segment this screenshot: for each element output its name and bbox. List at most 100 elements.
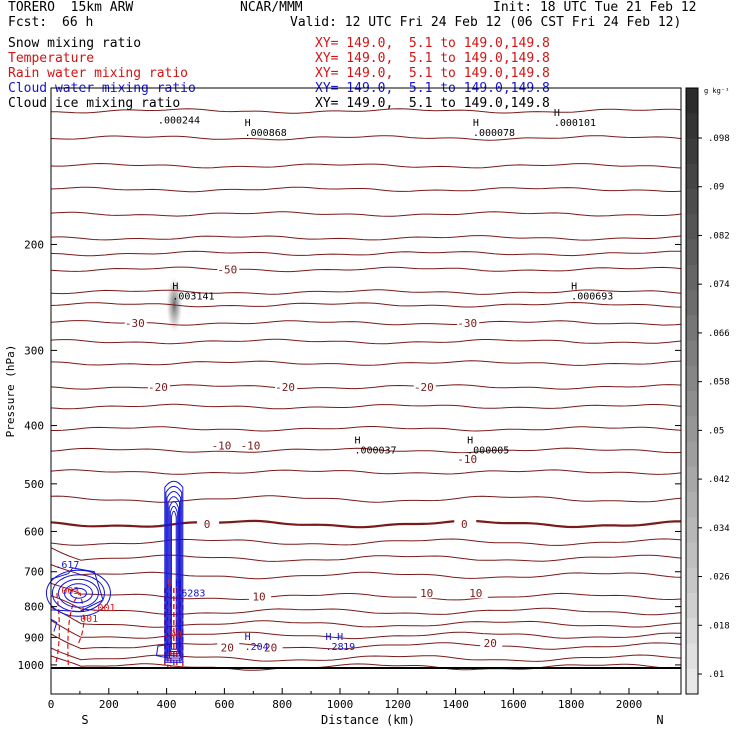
isotherm-label-bg bbox=[124, 316, 147, 328]
valid-time: Valid: 12 UTC Fri 24 Feb 12 (06 CST Fri … bbox=[290, 15, 682, 30]
isotherm-label-m10: -10 bbox=[457, 453, 477, 466]
isotherm-label-bg bbox=[465, 587, 488, 599]
colorbar-label: .066 bbox=[708, 329, 730, 339]
isotherm-815 bbox=[50, 595, 682, 616]
isotherm-label-20: 20 bbox=[221, 642, 234, 655]
field-xy-rain: XY= 149.0, 5.1 to 149.0,149.8 bbox=[315, 66, 550, 81]
isotherm-440 bbox=[50, 447, 682, 454]
field-xy-temperature: XY= 149.0, 5.1 to 149.0,149.8 bbox=[315, 51, 550, 66]
x-tick-label: 400 bbox=[157, 698, 177, 711]
y-tick-label: 1000 bbox=[18, 659, 45, 672]
colorbar-swatch bbox=[686, 618, 698, 644]
colorbar-swatch bbox=[686, 264, 698, 291]
max-value-6: .000101 bbox=[554, 118, 596, 129]
colorbar-label: .058 bbox=[708, 378, 730, 388]
colorbar-swatch bbox=[686, 290, 698, 316]
fcst-label: Fcst: bbox=[8, 15, 48, 30]
isotherm-label-bg bbox=[217, 641, 240, 653]
isotherm-label-10: 10 bbox=[469, 587, 482, 600]
max-value-4: .000005 bbox=[467, 445, 509, 456]
isotherm-label-bg bbox=[240, 439, 263, 451]
isotherm-label-bg bbox=[211, 439, 234, 451]
max-value-9: .28 bbox=[326, 642, 344, 653]
y-tick-label: 900 bbox=[24, 631, 44, 644]
y-tick-label: 800 bbox=[24, 601, 44, 614]
colorbar-swatch bbox=[686, 416, 698, 442]
colorbar-label: .018 bbox=[708, 621, 730, 631]
isotherm-label-m20: -20 bbox=[275, 381, 295, 394]
colorbar-swatch bbox=[686, 593, 698, 619]
cloud-water-contour bbox=[165, 485, 183, 661]
isotherm-label-0: 0 bbox=[204, 518, 211, 531]
max-marker-0: H bbox=[172, 282, 178, 293]
isotherm-label-m30: -30 bbox=[125, 317, 145, 330]
colorbar-swatch bbox=[686, 315, 698, 341]
x-tick-label: 1800 bbox=[558, 698, 585, 711]
isotherm-195 bbox=[50, 235, 682, 241]
max-marker-6: H bbox=[554, 108, 560, 119]
cloud-water-cluster bbox=[45, 569, 111, 617]
max-value-13: .003 bbox=[55, 586, 79, 597]
max-value-10: .19 bbox=[337, 642, 355, 653]
isotherm-270 bbox=[50, 320, 682, 326]
isotherm-930 bbox=[50, 633, 682, 650]
cloud-water-contour bbox=[167, 496, 181, 657]
colorbar-label: .082 bbox=[708, 231, 730, 241]
max-marker-11: H bbox=[175, 579, 181, 590]
colorbar-frame bbox=[685, 87, 699, 695]
colorbar-swatch bbox=[686, 113, 698, 139]
init-time: Init: 18 UTC Tue 21 Feb 12 bbox=[493, 0, 697, 15]
cloud-water-low bbox=[155, 643, 170, 659]
isotherm-405 bbox=[51, 426, 682, 432]
rain-contour-edge bbox=[54, 593, 60, 666]
contour-label-layer: -50 -30 -30 -20 -20 -20 -10 -10 -10 0 0 10 10 10 20 20 2… bbox=[55, 108, 613, 655]
isotherm-855 bbox=[50, 606, 682, 628]
isotherm-120 bbox=[50, 108, 682, 114]
isotherm-label-m20: -20 bbox=[414, 381, 434, 394]
colorbar-unit: g kg⁻¹ bbox=[704, 87, 729, 95]
isotherm-label-bg bbox=[457, 453, 480, 465]
max-value-1: .000693 bbox=[571, 292, 613, 303]
isotherm-label-bg bbox=[197, 517, 220, 529]
colorbar-label: .09 bbox=[708, 183, 724, 193]
colorbar-label: .042 bbox=[708, 475, 730, 485]
x-tick-label: 1400 bbox=[442, 698, 469, 711]
isotherm-345 bbox=[50, 384, 682, 390]
max-value-8: .204 bbox=[245, 642, 269, 653]
max-value-3: .000037 bbox=[354, 445, 396, 456]
isotherm-1008 bbox=[50, 655, 681, 671]
x-tick-label: 1000 bbox=[327, 698, 354, 711]
field-name-rain: Rain water mixing ratio bbox=[8, 66, 189, 81]
cloud-water-contour bbox=[169, 505, 178, 653]
org-name: NCAR/MMM bbox=[240, 0, 303, 15]
isotherm-252 bbox=[50, 301, 682, 308]
plot-frame bbox=[50, 87, 682, 695]
isotherm-label-m10: -10 bbox=[212, 440, 232, 453]
max-marker-8: H bbox=[245, 632, 251, 643]
colorbar-swatch bbox=[686, 163, 698, 190]
colorbar-swatch bbox=[686, 567, 698, 594]
cloud-water-cluster bbox=[57, 578, 99, 608]
isotherm-710 bbox=[50, 564, 682, 580]
max-value-0: .003141 bbox=[172, 292, 214, 303]
isotherm-label-m50: -50 bbox=[217, 263, 237, 276]
colorbar-label: .034 bbox=[708, 524, 730, 534]
field-name-cloud-ice: Cloud ice mixing ratio bbox=[8, 96, 181, 111]
y-axis-title: Pressure (hPa) bbox=[4, 345, 17, 438]
colorbar-label: .05 bbox=[708, 426, 724, 436]
max-marker-4: H bbox=[467, 435, 473, 446]
max-value-11: .6283 bbox=[175, 589, 205, 600]
colorbar-swatch bbox=[686, 391, 698, 417]
fcst-value: 66 h bbox=[62, 15, 94, 30]
cloud-water-cluster bbox=[63, 583, 93, 604]
isotherm-label-m30: -30 bbox=[457, 317, 477, 330]
max-value-12: .617 bbox=[55, 560, 79, 571]
isotherm-label-bg bbox=[454, 517, 477, 529]
max-marker-5: H bbox=[473, 118, 479, 129]
rain-contour-left bbox=[67, 592, 85, 665]
isotherm-220 bbox=[50, 266, 682, 273]
isotherm-530 bbox=[50, 495, 682, 503]
max-marker-9: H bbox=[326, 632, 332, 643]
